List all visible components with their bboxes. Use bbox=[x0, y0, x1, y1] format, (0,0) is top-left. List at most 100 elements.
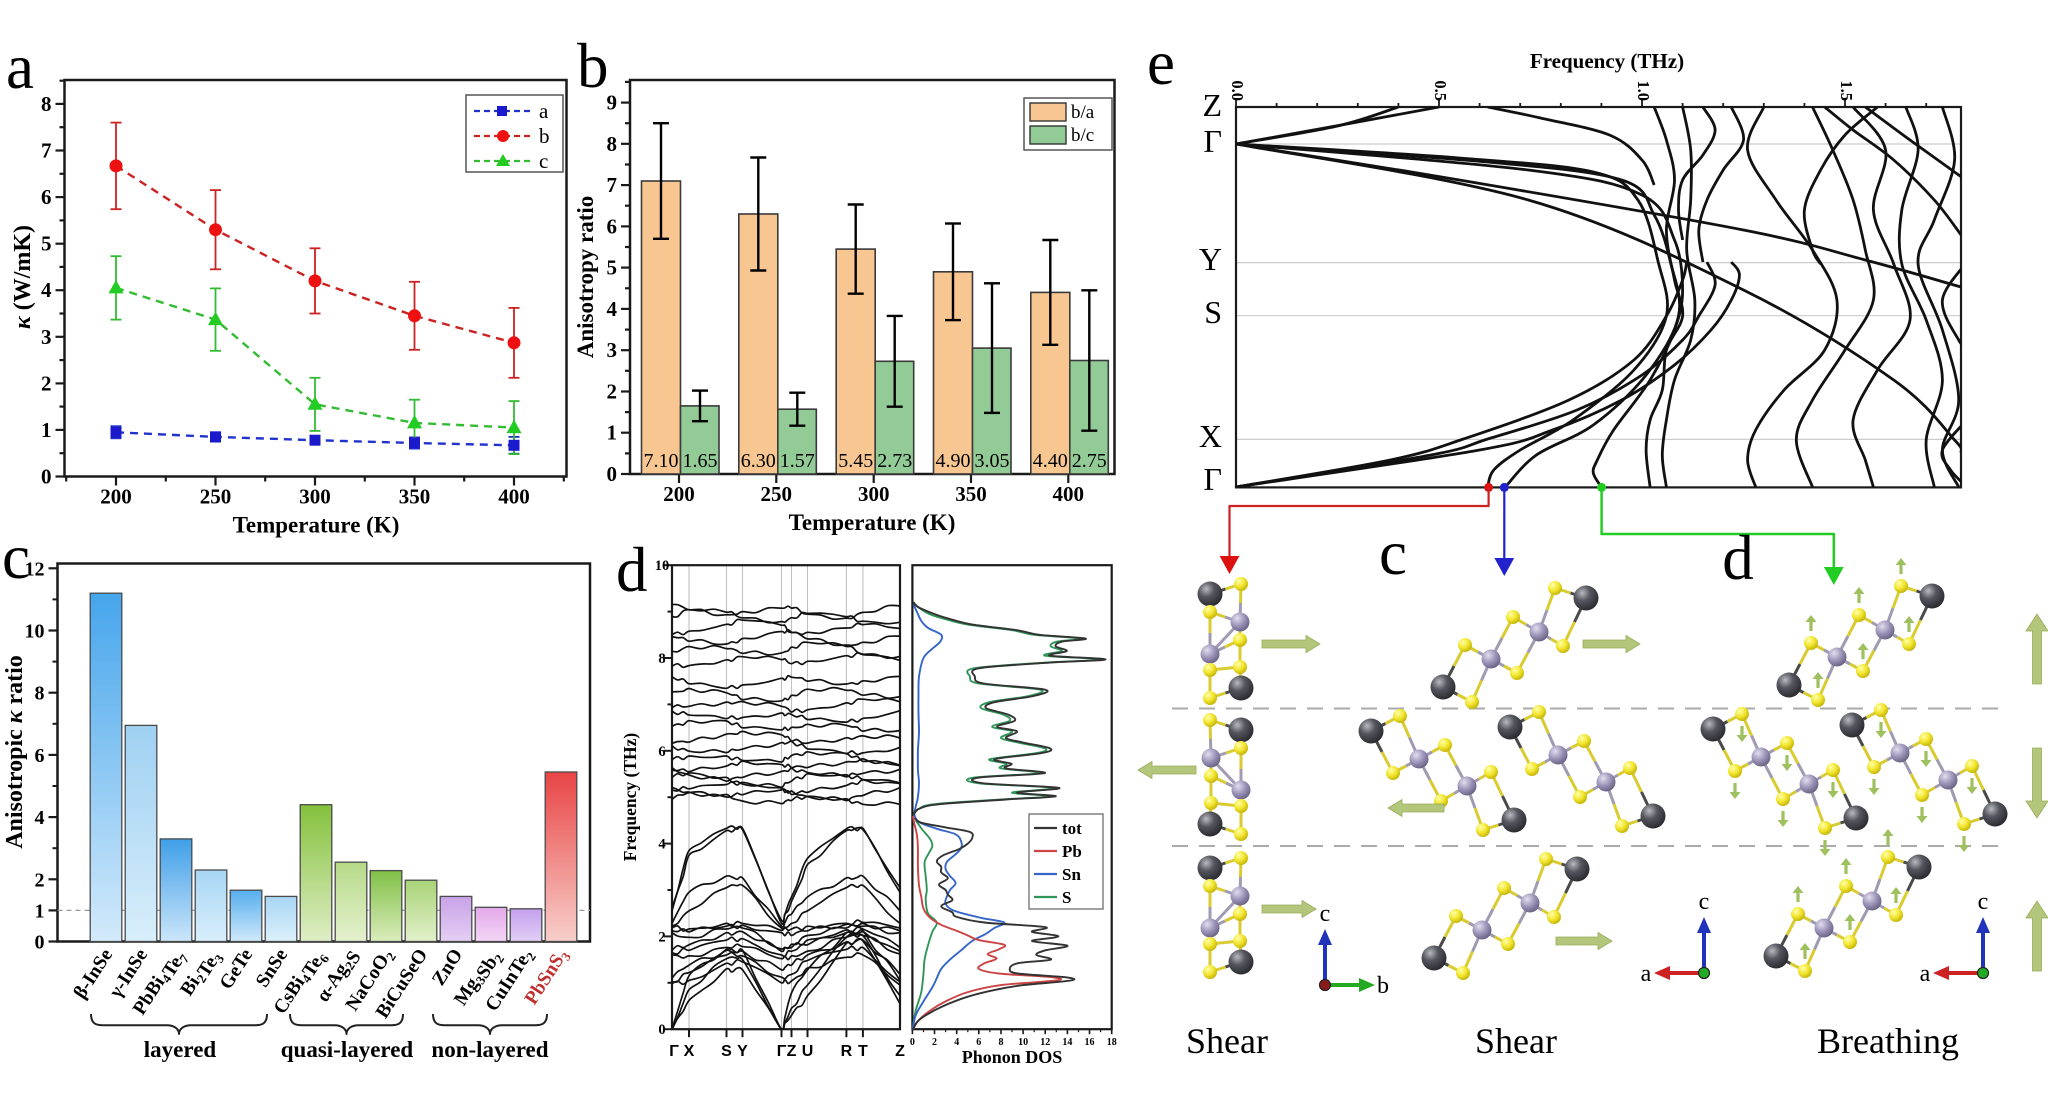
svg-text:10: 10 bbox=[655, 558, 670, 574]
svg-text:b: b bbox=[1377, 973, 1389, 999]
svg-text:b: b bbox=[539, 124, 550, 148]
svg-text:8: 8 bbox=[607, 132, 618, 156]
svg-text:3: 3 bbox=[41, 325, 52, 349]
svg-text:8: 8 bbox=[35, 683, 45, 705]
svg-text:0: 0 bbox=[910, 1037, 915, 1048]
svg-text:400: 400 bbox=[1053, 482, 1085, 506]
svg-text:1: 1 bbox=[41, 418, 52, 442]
svg-text:0: 0 bbox=[35, 932, 45, 954]
svg-text:350: 350 bbox=[399, 485, 431, 509]
svg-text:7: 7 bbox=[607, 173, 618, 197]
svg-text:300: 300 bbox=[858, 482, 890, 506]
svg-text:2: 2 bbox=[41, 371, 52, 395]
svg-text:2: 2 bbox=[607, 380, 618, 404]
svg-text:200: 200 bbox=[100, 485, 132, 509]
svg-text:a: a bbox=[539, 99, 549, 123]
svg-text:S: S bbox=[721, 1043, 732, 1060]
svg-text:Frequency (THz): Frequency (THz) bbox=[620, 733, 640, 862]
svg-text:4.40: 4.40 bbox=[1033, 450, 1068, 472]
svg-text:6.30: 6.30 bbox=[741, 450, 776, 472]
svg-text:0: 0 bbox=[658, 1022, 665, 1038]
svg-text:8: 8 bbox=[999, 1037, 1004, 1048]
svg-text:4: 4 bbox=[35, 807, 45, 829]
svg-text:7.10: 7.10 bbox=[644, 450, 679, 472]
svg-text:0: 0 bbox=[607, 462, 618, 486]
svg-text:Pb: Pb bbox=[1062, 842, 1082, 861]
svg-text:Anisotropy ratio: Anisotropy ratio bbox=[573, 196, 598, 359]
svg-text:Z: Z bbox=[1202, 87, 1222, 123]
svg-text:0.5: 0.5 bbox=[1431, 80, 1450, 101]
svg-text:d: d bbox=[1722, 523, 1754, 593]
svg-text:d: d bbox=[616, 535, 648, 605]
svg-text:X: X bbox=[1199, 418, 1222, 454]
svg-text:a: a bbox=[1920, 961, 1931, 987]
svg-text:2: 2 bbox=[35, 869, 45, 891]
svg-text:c: c bbox=[1379, 518, 1407, 588]
svg-text:4.90: 4.90 bbox=[936, 450, 971, 472]
svg-text:Temperature (K): Temperature (K) bbox=[233, 513, 400, 538]
svg-text:6: 6 bbox=[658, 744, 665, 760]
svg-text:12: 12 bbox=[25, 558, 45, 580]
svg-text:6: 6 bbox=[41, 185, 52, 209]
svg-text:250: 250 bbox=[200, 485, 232, 509]
svg-text:c: c bbox=[1699, 889, 1710, 915]
svg-text:1.57: 1.57 bbox=[780, 450, 815, 472]
svg-text:Y: Y bbox=[1199, 241, 1222, 277]
svg-text:6: 6 bbox=[607, 214, 618, 238]
svg-text:Z: Z bbox=[895, 1043, 905, 1060]
svg-text:Anisotropic κ ratio: Anisotropic κ ratio bbox=[2, 655, 28, 849]
svg-text:12: 12 bbox=[1040, 1037, 1050, 1048]
svg-text:Z: Z bbox=[787, 1043, 797, 1060]
svg-text:Shear: Shear bbox=[1186, 1021, 1268, 1061]
svg-text:T: T bbox=[858, 1043, 868, 1060]
svg-text:b/c: b/c bbox=[1071, 125, 1094, 146]
svg-text:18: 18 bbox=[1107, 1037, 1117, 1048]
svg-text:6: 6 bbox=[35, 745, 45, 767]
svg-text:Y: Y bbox=[737, 1043, 748, 1060]
svg-text:200: 200 bbox=[663, 482, 695, 506]
svg-text:Γ: Γ bbox=[1204, 461, 1223, 497]
svg-text:5: 5 bbox=[607, 256, 618, 280]
svg-text:350: 350 bbox=[955, 482, 987, 506]
svg-text:c: c bbox=[1320, 901, 1331, 927]
svg-text:2: 2 bbox=[658, 929, 665, 945]
svg-text:Shear: Shear bbox=[1475, 1021, 1557, 1061]
svg-text:c: c bbox=[1978, 889, 1989, 915]
svg-text:4: 4 bbox=[607, 297, 618, 321]
svg-text:Γ: Γ bbox=[777, 1043, 787, 1060]
svg-text:1.65: 1.65 bbox=[683, 450, 718, 472]
svg-text:7: 7 bbox=[41, 139, 52, 163]
svg-text:Frequency (THz): Frequency (THz) bbox=[1530, 49, 1684, 73]
svg-text:2: 2 bbox=[932, 1037, 937, 1048]
svg-text:14: 14 bbox=[1062, 1037, 1072, 1048]
svg-text:1: 1 bbox=[35, 900, 45, 922]
svg-text:quasi-layered: quasi-layered bbox=[281, 1037, 414, 1062]
svg-text:400: 400 bbox=[498, 485, 530, 509]
svg-text:1.0: 1.0 bbox=[1634, 80, 1653, 101]
svg-text:4: 4 bbox=[41, 278, 52, 302]
svg-text:S: S bbox=[1062, 888, 1071, 907]
svg-text:Phonon DOS: Phonon DOS bbox=[962, 1047, 1063, 1067]
svg-text:κ (W/mK): κ (W/mK) bbox=[10, 225, 36, 329]
svg-text:a: a bbox=[1641, 961, 1652, 987]
svg-text:8: 8 bbox=[41, 92, 52, 116]
svg-text:1: 1 bbox=[607, 421, 618, 445]
svg-text:2.73: 2.73 bbox=[877, 450, 912, 472]
svg-text:16: 16 bbox=[1085, 1037, 1095, 1048]
svg-text:5.45: 5.45 bbox=[838, 450, 873, 472]
svg-text:non-layered: non-layered bbox=[431, 1037, 548, 1062]
svg-text:0: 0 bbox=[41, 465, 52, 489]
svg-text:c: c bbox=[539, 149, 548, 173]
svg-text:3: 3 bbox=[607, 338, 618, 362]
svg-text:Γ: Γ bbox=[669, 1043, 679, 1060]
svg-text:X: X bbox=[684, 1043, 695, 1060]
svg-text:8: 8 bbox=[658, 651, 665, 667]
svg-text:a: a bbox=[6, 32, 34, 102]
svg-text:Breathing: Breathing bbox=[1817, 1021, 1959, 1061]
svg-text:10: 10 bbox=[1018, 1037, 1028, 1048]
svg-text:c: c bbox=[2, 522, 30, 592]
svg-text:Temperature (K): Temperature (K) bbox=[789, 510, 956, 535]
svg-text:4: 4 bbox=[954, 1037, 959, 1048]
svg-text:1.5: 1.5 bbox=[1837, 80, 1856, 101]
svg-text:250: 250 bbox=[761, 482, 793, 506]
